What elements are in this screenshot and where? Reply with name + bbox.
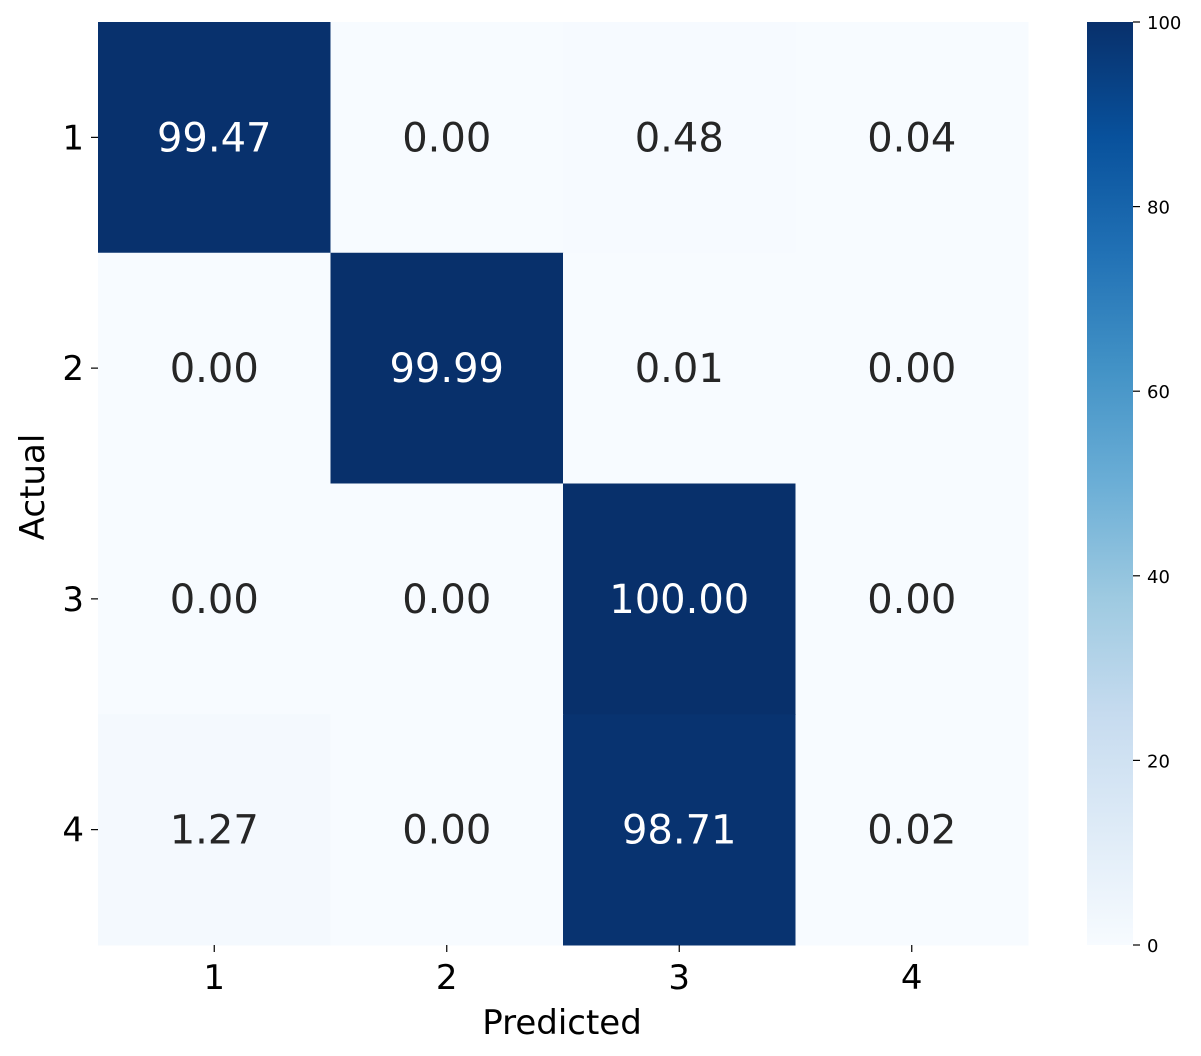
colorbar-ticks: 0 20 40 60 80 100 — [1133, 13, 1181, 957]
cell-value-r1-c3: 0.48 — [635, 115, 724, 161]
x-tick-label-4: 4 — [901, 958, 923, 998]
heatmap-cell-labels: 99.47 0.00 0.48 0.04 0.00 99.99 0.01 0.00 0.00 0.… — [157, 115, 956, 853]
heatmap-cell-r4-c4 — [795, 714, 1029, 946]
colorbar — [1087, 22, 1133, 945]
heatmap-cell-r4-c1 — [98, 714, 331, 946]
x-tick-label-1: 1 — [203, 958, 225, 998]
x-tick-label-2: 2 — [436, 958, 458, 998]
x-tick-label-3: 3 — [668, 958, 690, 998]
cell-value-r4-c4: 0.02 — [867, 808, 956, 854]
cell-value-r3-c4: 0.00 — [867, 577, 956, 623]
colorbar-tick-label-100: 100 — [1147, 13, 1181, 34]
heatmap-cell-r2-c2 — [330, 252, 564, 484]
heatmap-cell-r1-c2 — [330, 22, 564, 254]
y-tick-label-2: 2 — [62, 349, 84, 389]
cell-value-r1-c4: 0.04 — [867, 115, 956, 161]
y-axis-title: Actual — [13, 434, 53, 541]
heatmap-cell-r2-c4 — [795, 252, 1029, 484]
colorbar-tick-label-60: 60 — [1147, 382, 1170, 403]
cell-value-r2-c3: 0.01 — [635, 346, 724, 392]
heatmap-cell-r3-c1 — [98, 483, 331, 715]
cell-value-r2-c4: 0.00 — [867, 346, 956, 392]
cell-value-r3-c3: 100.00 — [609, 577, 749, 623]
y-axis: 1 2 3 4 — [62, 118, 98, 851]
heatmap-cell-r3-c3 — [563, 483, 796, 715]
x-axis: 1 2 3 4 — [203, 945, 923, 998]
heatmap-cell-r2-c1 — [98, 252, 331, 484]
colorbar-tick-label-0: 0 — [1147, 936, 1158, 957]
heatmap-cells — [98, 22, 1029, 946]
cell-value-r3-c2: 0.00 — [402, 577, 491, 623]
x-axis-title: Predicted — [482, 1003, 642, 1043]
colorbar-tick-label-40: 40 — [1147, 567, 1170, 588]
colorbar-tick-label-80: 80 — [1147, 198, 1170, 219]
cell-value-r1-c1: 99.47 — [157, 115, 272, 161]
cell-value-r4-c1: 1.27 — [170, 808, 259, 854]
heatmap-cell-r2-c3 — [563, 252, 796, 484]
y-tick-label-4: 4 — [62, 811, 84, 851]
heatmap-cell-r1-c4 — [795, 22, 1029, 254]
cell-value-r2-c2: 99.99 — [389, 346, 504, 392]
cell-value-r1-c2: 0.00 — [402, 115, 491, 161]
cell-value-r2-c1: 0.00 — [170, 346, 259, 392]
heatmap-cell-r4-c2 — [330, 714, 564, 946]
heatmap-cell-r1-c3 — [563, 22, 796, 254]
cell-value-r3-c1: 0.00 — [170, 577, 259, 623]
heatmap-cell-r4-c3 — [563, 714, 796, 946]
colorbar-tick-label-20: 20 — [1147, 751, 1170, 772]
heatmap-cell-r3-c4 — [795, 483, 1029, 715]
y-tick-label-3: 3 — [62, 580, 84, 620]
y-tick-label-1: 1 — [62, 118, 84, 158]
cell-value-r4-c2: 0.00 — [402, 808, 491, 854]
cell-value-r4-c3: 98.71 — [622, 808, 737, 854]
heatmap-cell-r1-c1 — [98, 22, 331, 254]
heatmap-cell-r3-c2 — [330, 483, 564, 715]
